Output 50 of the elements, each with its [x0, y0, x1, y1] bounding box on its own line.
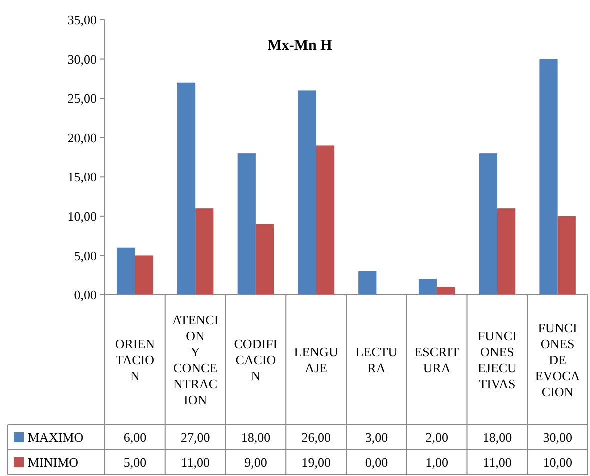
y-tick-label: 35,00 — [68, 12, 97, 28]
data-label: 18,00 — [482, 430, 512, 446]
text: Mx-Mn H — [268, 38, 333, 54]
data-label: 6,00 — [124, 430, 147, 446]
bar — [135, 256, 154, 295]
y-tick-label: 10,00 — [68, 208, 97, 224]
data-label: 0,00 — [365, 455, 388, 470]
data-label: 30,00 — [543, 430, 572, 446]
data-label: 19,00 — [302, 455, 331, 470]
bar — [316, 146, 334, 295]
data-label: 10,00 — [543, 455, 572, 470]
x-tick-label: FUNCIONES DE EVOCACION — [535, 320, 581, 400]
data-label: 9,00 — [244, 455, 268, 470]
bar — [256, 224, 274, 295]
y-tick-label: 0,00 — [74, 288, 97, 303]
bar — [418, 279, 438, 295]
y-tick-label: 25,00 — [68, 91, 97, 106]
bar — [358, 271, 377, 295]
x-tick-label: LENGUAJE — [294, 344, 339, 376]
data-label: 26,00 — [302, 430, 331, 446]
x-tick-label: CODIFICACION — [234, 336, 278, 384]
y-tick-label: 30,00 — [68, 52, 97, 67]
y-tick-label: 5,00 — [74, 248, 97, 264]
bar — [196, 208, 214, 295]
bar — [540, 59, 558, 295]
bar — [437, 287, 456, 295]
data-label: 5,00 — [124, 455, 147, 470]
y-tick-label: 15,00 — [68, 170, 97, 185]
bar — [238, 154, 256, 295]
legend-label: MINIMO — [28, 455, 79, 470]
x-tick-label: ESCRITURA — [414, 344, 460, 376]
legend-label: MAXIMO — [28, 430, 84, 446]
data-label: 27,00 — [180, 430, 210, 446]
x-tick-label: LECTURA — [356, 344, 398, 376]
bar — [117, 248, 136, 295]
data-label: 3,00 — [365, 430, 388, 446]
data-label: 2,00 — [426, 430, 448, 446]
x-tick-label: ORIENTACION — [115, 336, 156, 384]
data-label: 11,00 — [483, 455, 512, 470]
bar — [479, 154, 498, 295]
data-label: 1,00 — [426, 455, 448, 470]
bar — [177, 82, 196, 295]
data-label: 18,00 — [241, 430, 271, 446]
bar — [298, 90, 316, 295]
x-tick-label: FUNCIONES EJECUTIVAS — [478, 328, 518, 392]
y-tick-label: 20,00 — [68, 130, 97, 146]
x-tick-label: ATENCION Y CONCENTRACION — [172, 312, 219, 408]
bar — [558, 216, 576, 295]
data-label: 11,00 — [181, 455, 210, 470]
bar — [497, 208, 516, 295]
